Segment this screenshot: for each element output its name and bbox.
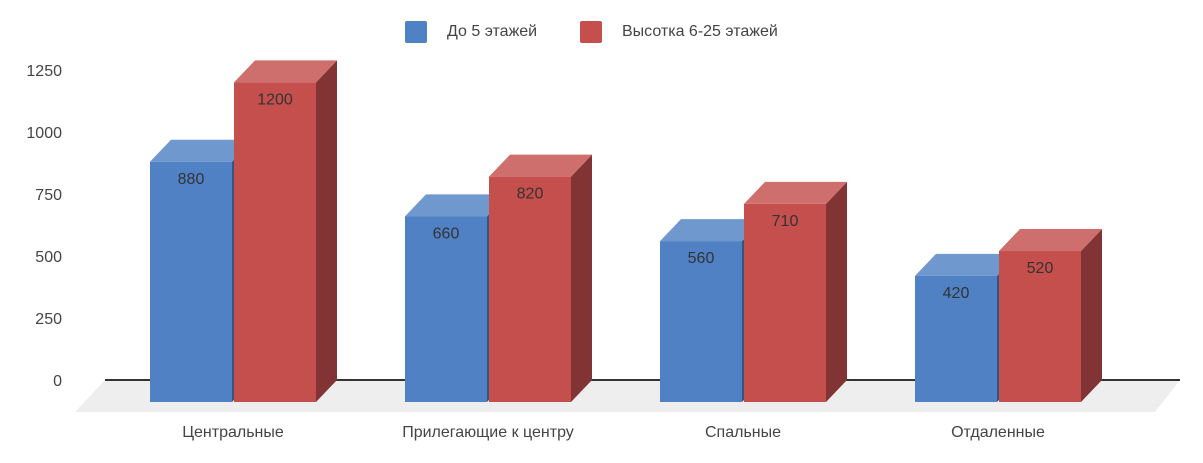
bar-side	[316, 60, 337, 403]
bar-front	[915, 275, 997, 402]
bar-value-label: 710	[772, 213, 799, 230]
bar-side	[1081, 229, 1102, 402]
bar-side	[571, 154, 592, 402]
bar-front	[234, 82, 316, 403]
bar-value-label: 420	[943, 285, 970, 302]
bar-2-1: 1200	[234, 60, 337, 403]
legend-swatch-series-2	[580, 21, 602, 43]
bar-2-3: 710	[744, 181, 847, 402]
bar-top	[660, 219, 763, 242]
bar-value-label: 660	[433, 225, 460, 242]
y-tick-label: 500	[35, 249, 62, 266]
chart-floor	[75, 380, 1180, 412]
y-tick-label: 0	[53, 373, 62, 390]
bar-front	[489, 176, 571, 402]
bar-top	[999, 229, 1102, 252]
bar-front	[744, 203, 826, 402]
bar-top	[489, 154, 592, 177]
x-tick-label: Отдаленные	[951, 424, 1045, 441]
x-tick-label: Центральные	[182, 424, 284, 441]
bar-value-label: 520	[1027, 260, 1054, 277]
bar-top	[234, 60, 337, 83]
bar-2-2: 820	[489, 154, 592, 402]
legend-item-series-1[interactable]: До 5 этажей	[405, 20, 537, 44]
legend-label-series-2: Высотка 6-25 этажей	[622, 23, 778, 40]
x-tick-label: Прилегающие к центру	[402, 424, 574, 441]
bar-side	[826, 181, 847, 402]
bar-2-4: 520	[999, 229, 1102, 402]
bar-value-label: 880	[178, 171, 205, 188]
bar-front	[660, 241, 742, 402]
bar-top	[915, 253, 1018, 276]
legend-label-series-1: До 5 этажей	[447, 23, 538, 40]
y-tick-label: 250	[35, 311, 62, 328]
bar-top	[405, 194, 508, 217]
x-tick-label: Спальные	[705, 424, 781, 441]
chart-legend: До 5 этажей Высотка 6-25 этажей	[0, 20, 1203, 44]
bar-value-label: 560	[688, 250, 715, 267]
bar-top	[150, 139, 253, 162]
bar-front	[405, 216, 487, 402]
x-axis: Центральные Прилегающие к центру Спальные О…	[182, 424, 1045, 441]
legend-swatch-series-1	[405, 21, 427, 43]
bar-top	[744, 181, 847, 204]
legend-item-series-2[interactable]: Высотка 6-25 этажей	[580, 20, 778, 44]
bar-value-label: 1200	[257, 91, 293, 108]
y-tick-label: 1250	[26, 63, 62, 80]
bars-group: 880 1200 660 820 560 710 420 520	[150, 60, 1102, 403]
chart-floor-plane	[75, 380, 1180, 412]
bar-value-label: 820	[517, 186, 544, 203]
bar-front	[999, 251, 1081, 402]
y-tick-label: 750	[35, 187, 62, 204]
y-tick-label: 1000	[26, 125, 62, 142]
bar-front	[150, 161, 232, 402]
